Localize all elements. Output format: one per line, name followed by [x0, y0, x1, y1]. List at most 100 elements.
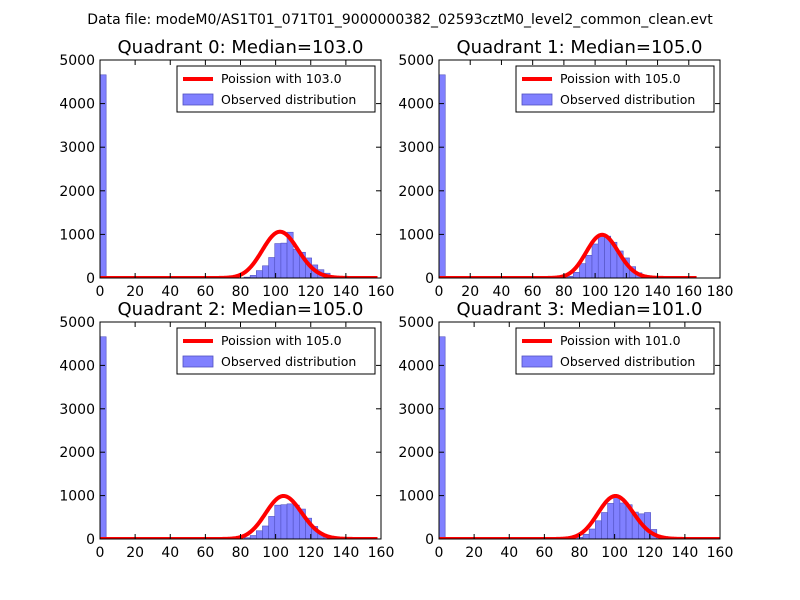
- legend-label-observed: Observed distribution: [221, 354, 356, 369]
- axes-frame: [438, 59, 721, 279]
- y-tick-label: 4000: [59, 358, 95, 374]
- y-tick-label: 5000: [59, 315, 95, 331]
- y-tick-label: 0: [425, 271, 434, 287]
- x-tick-label: 40: [161, 284, 179, 300]
- histogram-bar: [100, 336, 107, 539]
- histogram-bar: [607, 503, 615, 539]
- legend: Poission with 103.0 Observed distribution: [176, 65, 376, 113]
- quadrant-title: Quadrant 3: Median=101.0: [457, 299, 703, 320]
- quadrant-title: Quadrant 1: Median=105.0: [457, 37, 703, 58]
- x-tick-label: 180: [707, 284, 734, 300]
- y-tick-label: 2000: [398, 184, 434, 200]
- legend-bar-swatch: [521, 355, 553, 368]
- x-tick-label: 100: [262, 545, 289, 561]
- histogram-bar: [579, 263, 587, 278]
- y-tick-label: 3000: [398, 402, 434, 418]
- legend-label-observed: Observed distribution: [560, 92, 695, 107]
- x-tick-label: 80: [232, 545, 250, 561]
- x-tick-label: 60: [196, 545, 214, 561]
- x-tick-label: 160: [368, 284, 395, 300]
- quadrant-0-panel: Quadrant 0: Median=103.0 0 20 40 60 80 100 120 1…: [59, 37, 394, 300]
- histogram-bar: [439, 74, 446, 278]
- histogram-bar: [572, 272, 580, 278]
- x-tick-label: 120: [297, 284, 324, 300]
- histogram-bar: [268, 516, 276, 539]
- x-tick-label: 140: [333, 545, 360, 561]
- y-tick-label: 1000: [59, 227, 95, 243]
- x-tick-label: 40: [493, 284, 511, 300]
- x-tick-label: 120: [636, 545, 663, 561]
- quadrant-title: Quadrant 0: Median=103.0: [118, 37, 364, 58]
- x-tick-label: 20: [126, 545, 144, 561]
- x-tick-label: 120: [297, 545, 324, 561]
- histogram-bar: [619, 502, 627, 539]
- y-tick-label: 5000: [398, 315, 434, 331]
- x-tick-label: 80: [571, 545, 589, 561]
- x-tick-label: 80: [232, 284, 250, 300]
- x-tick-label: 60: [535, 545, 553, 561]
- y-tick-label: 3000: [59, 402, 95, 418]
- y-tick-label: 3000: [398, 140, 434, 156]
- legend-label-observed: Observed distribution: [560, 354, 695, 369]
- y-tick-label: 0: [86, 532, 95, 548]
- legend-label-poisson: Poission with 105.0: [221, 333, 342, 348]
- quadrant-2-panel: Quadrant 2: Median=105.0 0 20 40 60 80 100 120 1…: [59, 299, 394, 561]
- x-tick-label: 160: [675, 284, 702, 300]
- histogram-bar: [585, 255, 593, 278]
- legend-label-poisson: Poission with 103.0: [221, 71, 342, 86]
- x-tick-label: 40: [161, 545, 179, 561]
- histogram-bar: [268, 257, 276, 278]
- histogram-bar: [613, 497, 621, 539]
- poisson-curve: [100, 493, 379, 539]
- x-tick-label: 0: [96, 545, 105, 561]
- y-tick-label: 2000: [59, 184, 95, 200]
- histogram-bar: [595, 520, 602, 539]
- y-tick-label: 1000: [398, 489, 434, 505]
- x-tick-label: 140: [672, 545, 699, 561]
- figure-suptitle: Data file: modeM0/AS1T01_071T01_90000003…: [87, 12, 713, 28]
- x-tick-label: 20: [461, 284, 479, 300]
- histogram-bar: [256, 530, 263, 539]
- x-tick-label: 20: [465, 545, 483, 561]
- x-tick-label: 140: [333, 284, 360, 300]
- x-tick-label: 60: [524, 284, 542, 300]
- x-tick-label: 40: [500, 545, 518, 561]
- x-tick-label: 160: [368, 545, 395, 561]
- y-tick-label: 0: [86, 271, 95, 287]
- legend-bar-swatch: [182, 355, 214, 368]
- histogram-bar: [597, 234, 605, 278]
- x-tick-label: 100: [601, 545, 628, 561]
- y-tick-label: 5000: [59, 53, 95, 69]
- y-tick-label: 2000: [59, 445, 95, 461]
- histogram-bar: [274, 504, 282, 539]
- y-tick-label: 5000: [398, 53, 434, 69]
- y-tick-label: 4000: [398, 97, 434, 113]
- y-tick-label: 4000: [59, 97, 95, 113]
- histogram-bar: [100, 74, 107, 278]
- histogram-bar: [582, 533, 590, 539]
- histogram-bar: [249, 535, 257, 539]
- histogram-bar: [256, 270, 263, 278]
- x-tick-label: 100: [262, 284, 289, 300]
- quadrant-3-panel: Quadrant 3: Median=101.0 0 20 40 60 80 100 120 1…: [398, 299, 733, 561]
- x-tick-label: 0: [96, 284, 105, 300]
- x-tick-label: 0: [435, 545, 444, 561]
- x-tick-label: 160: [707, 545, 734, 561]
- y-tick-label: 3000: [59, 140, 95, 156]
- x-tick-label: 0: [435, 284, 444, 300]
- quadrant-1-panel: Quadrant 1: Median=105.00 20 40 60 80 100 120 1…: [398, 37, 733, 300]
- x-tick-label: 20: [126, 284, 144, 300]
- x-tick-label: 120: [613, 284, 640, 300]
- x-tick-label: 80: [555, 284, 573, 300]
- y-tick-label: 1000: [398, 227, 434, 243]
- x-tick-label: 60: [196, 284, 214, 300]
- legend: Poission with 101.0 Observed distribution: [515, 327, 715, 375]
- legend-bar-swatch: [521, 93, 553, 106]
- histogram-bar: [262, 265, 269, 278]
- legend-label-observed: Observed distribution: [221, 92, 356, 107]
- poisson-curve: [100, 229, 379, 278]
- y-tick-label: 0: [425, 532, 434, 548]
- histogram-bar: [262, 525, 269, 539]
- y-tick-label: 2000: [398, 445, 434, 461]
